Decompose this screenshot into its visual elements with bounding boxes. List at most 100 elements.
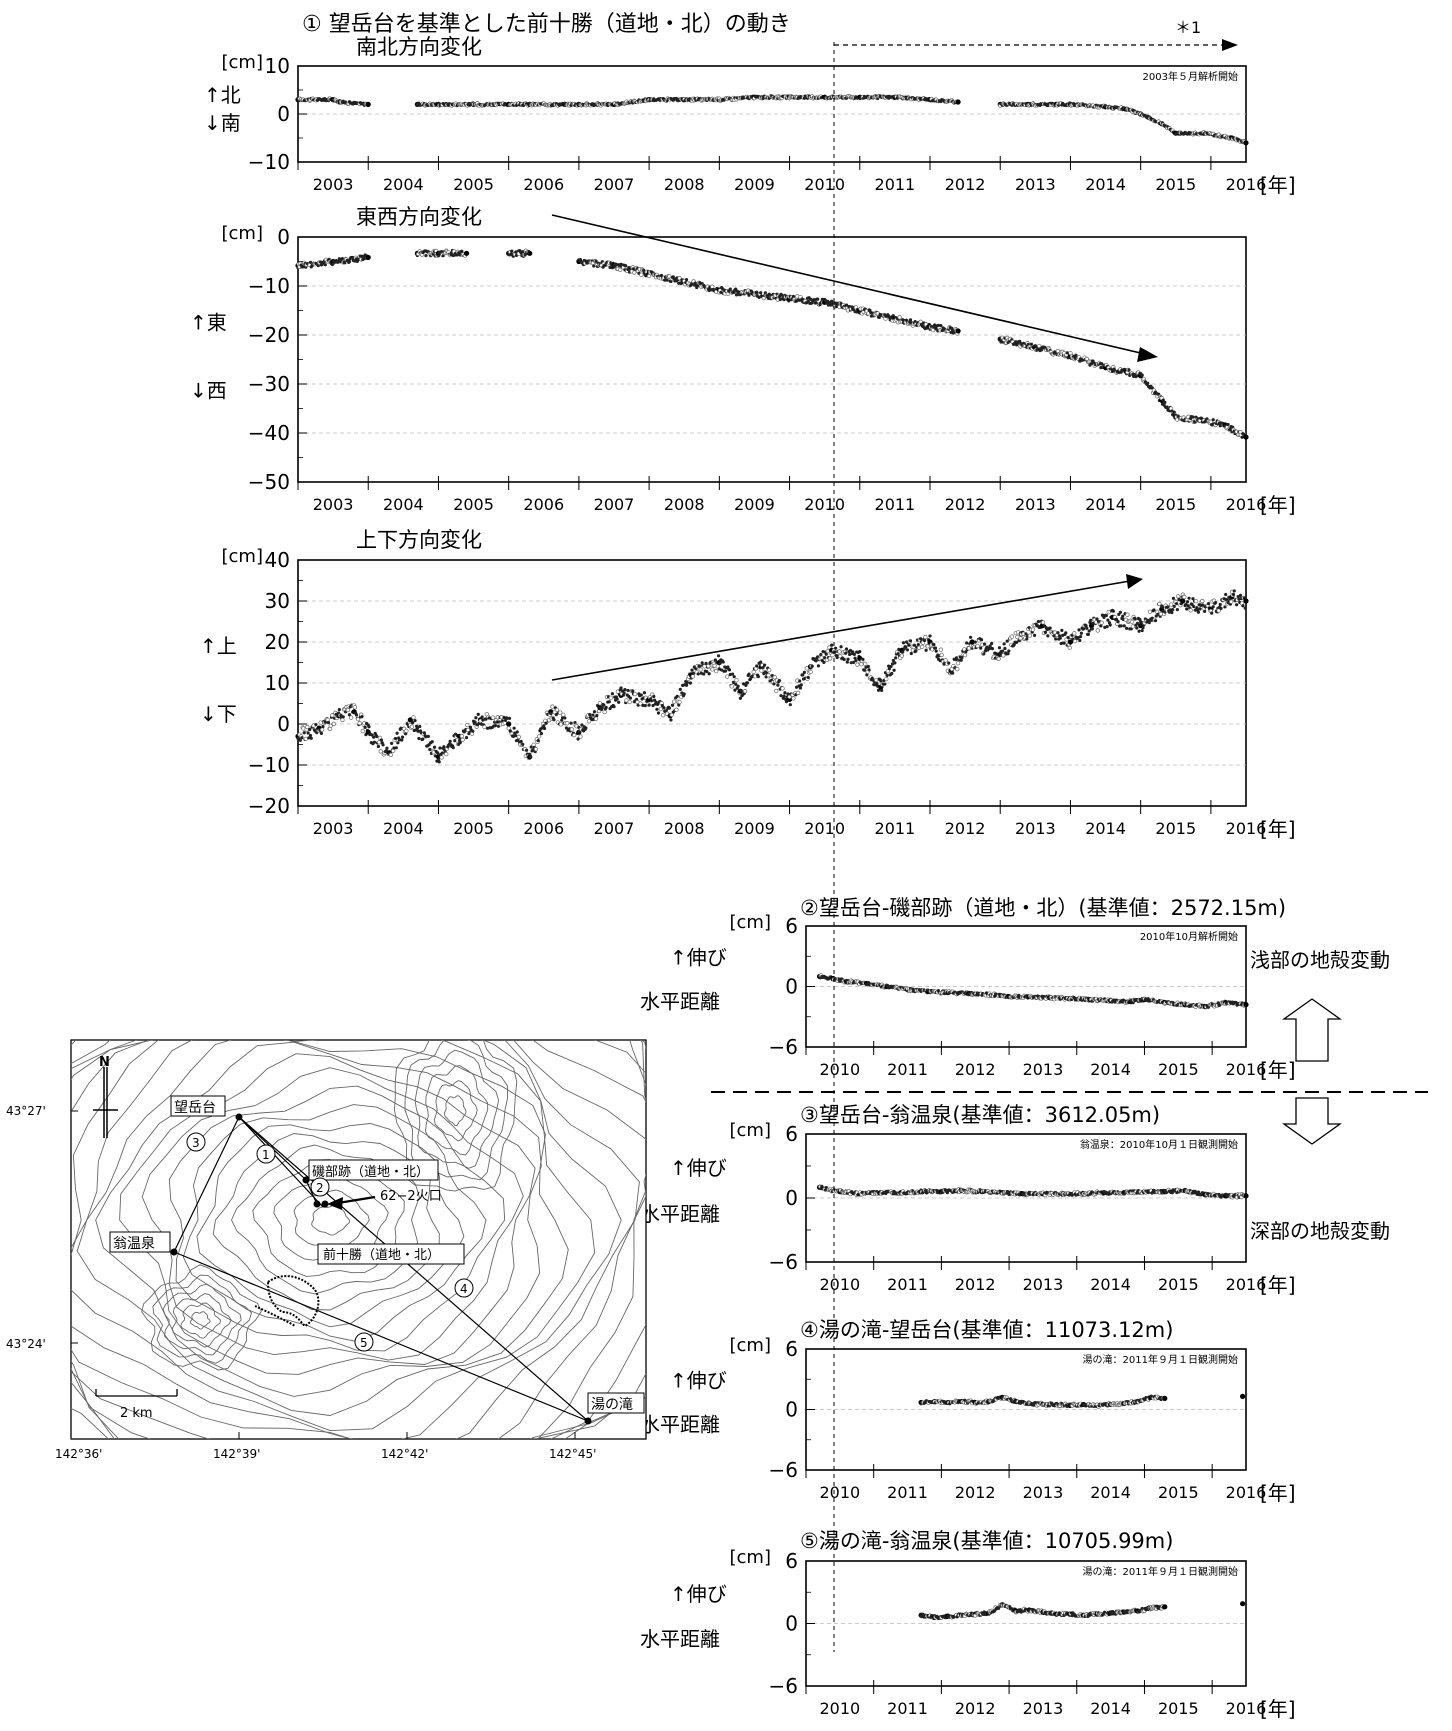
ud-point (1148, 621, 1151, 624)
ud-ytick-label: −20 (248, 794, 290, 818)
ud-point (805, 667, 809, 671)
ud-point (483, 725, 487, 729)
ud-point (844, 652, 847, 655)
ud-point (730, 685, 734, 689)
ud-xtick-label: 2006 (523, 819, 564, 838)
d3-point (1243, 1193, 1248, 1198)
ud-point (863, 662, 867, 666)
ud-point (678, 700, 682, 704)
d2-xtick-label: 2014 (1090, 1060, 1131, 1079)
ud-point (559, 723, 563, 727)
ud-point (830, 643, 833, 646)
ew-point (816, 298, 819, 301)
ud-point (308, 728, 311, 731)
ud-point (1176, 608, 1179, 611)
d3-xunit-label: [年] (1260, 1273, 1296, 1297)
d4-ylabel-bottom: 水平距離 (640, 1412, 720, 1436)
ud-point (1056, 631, 1059, 634)
ud-point (540, 732, 543, 735)
d3-ytick-label: 6 (785, 1122, 798, 1146)
ud-point (746, 681, 749, 684)
ud-point (867, 665, 870, 668)
ud-point (854, 659, 857, 662)
ud-point (789, 703, 792, 706)
ud-point (1189, 609, 1193, 613)
ew-point (1212, 418, 1215, 421)
ud-point (783, 691, 786, 694)
ud-point (431, 740, 434, 743)
ud-point (1116, 620, 1119, 623)
ud-point (380, 738, 383, 741)
ud-point (1219, 603, 1222, 606)
ud-point (1091, 627, 1094, 630)
ud-point (839, 645, 842, 648)
ud-point (565, 721, 569, 725)
ud-point (411, 721, 414, 724)
ud-point (377, 745, 380, 748)
ud-ytick-label: 20 (265, 630, 290, 654)
ud-point (997, 657, 1001, 661)
ud-point (508, 717, 511, 720)
ud-ylabel-top: ↑上 (200, 634, 237, 658)
ud-point (555, 708, 559, 712)
ud-point (1112, 610, 1115, 613)
ew-point (955, 328, 960, 333)
star-arrow-head (1222, 39, 1238, 51)
ud-point (914, 649, 917, 652)
ud-point (736, 685, 739, 688)
ud-point (807, 676, 810, 679)
ew-point (939, 324, 942, 327)
ew-xtick-label: 2013 (1015, 495, 1056, 514)
ew-point (685, 278, 688, 281)
ew-point (1191, 415, 1194, 418)
ud-point (1044, 631, 1047, 634)
baseline3-chart: ③望岳台-翁温泉(基準値：3612.05m)60−6[cm]↑伸び水平距離201… (640, 1103, 1296, 1297)
ud-point (828, 657, 832, 661)
ud-point (314, 723, 317, 726)
ud-point (932, 643, 935, 646)
ud-point (1089, 619, 1092, 622)
ud-point (616, 697, 619, 700)
ud-xtick-label: 2008 (664, 819, 705, 838)
ud-point (572, 733, 576, 737)
ns-ylabel-bottom: ↓南 (204, 111, 241, 135)
ud-point (657, 711, 660, 714)
ud-point (1054, 637, 1057, 640)
ud-point (626, 689, 629, 692)
ud-point (880, 689, 883, 692)
ud-point (1006, 640, 1009, 643)
ud-point (517, 735, 521, 739)
ud-point (1037, 620, 1040, 623)
ud-point (752, 670, 756, 674)
d2-xtick-label: 2012 (955, 1060, 996, 1079)
ud-point (549, 712, 552, 715)
ud-point (1148, 610, 1152, 614)
ud-point (603, 710, 607, 714)
ew-xtick-label: 2011 (875, 495, 916, 514)
ud-point (935, 649, 938, 652)
ud-point (947, 661, 950, 664)
ud-point (779, 694, 782, 697)
ud-point (1007, 649, 1010, 652)
ud-point (811, 665, 814, 668)
ew-xtick-label: 2003 (313, 495, 354, 514)
ew-frame (298, 237, 1246, 482)
d3-unit-label: [cm] (730, 1120, 771, 1141)
ud-point (1187, 597, 1190, 600)
ud-point (1192, 605, 1195, 608)
ud-point (868, 668, 871, 671)
ud-point (893, 661, 896, 664)
ud-point (1225, 598, 1228, 601)
ud-xtick-label: 2013 (1015, 819, 1056, 838)
ud-point (803, 671, 806, 674)
ud-point (883, 682, 886, 685)
ew-point (618, 268, 622, 272)
ew-point (309, 261, 312, 264)
ew-point (1141, 374, 1144, 377)
ud-point (1154, 619, 1157, 622)
ew-point (1173, 411, 1176, 414)
baseline4-chart: ④湯の滝-望岳台(基準値：11073.12m)60−6[cm]↑伸び水平距離20… (640, 1318, 1296, 1505)
ud-point (466, 723, 470, 727)
